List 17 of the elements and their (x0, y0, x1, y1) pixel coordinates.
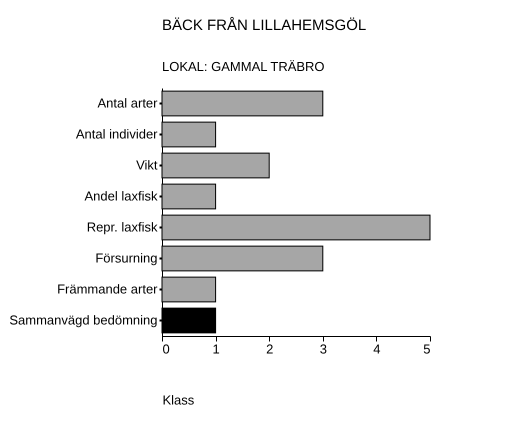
chart-subtitle: LOKAL: GAMMAL TRÄBRO (162, 59, 325, 74)
x-tick-label: 1 (212, 342, 220, 356)
x-tick-label: 2 (266, 342, 274, 356)
y-tick-label: Repr. laxfisk (86, 220, 158, 234)
y-tick-label: Försurning (95, 250, 158, 266)
chart-title: BÄCK FRÅN LILLAHEMSGÖL (162, 16, 366, 34)
y-tick-label: Antal individer (76, 126, 158, 142)
x-tick-label: 4 (373, 342, 381, 356)
x-tick-label: 3 (320, 342, 327, 356)
x-axis-title: Klass (162, 392, 195, 408)
y-tick-label: Främmande arter (57, 282, 158, 296)
x-tick-label: 5 (423, 342, 430, 356)
y-tick-label: Sammanvägd bedömning (9, 312, 158, 328)
y-tick-label: Andel laxfisk (84, 188, 158, 204)
y-tick-label: Antal arter (98, 96, 158, 110)
y-tick-label: Vikt (136, 158, 158, 172)
x-tick-label: 0 (162, 342, 170, 356)
